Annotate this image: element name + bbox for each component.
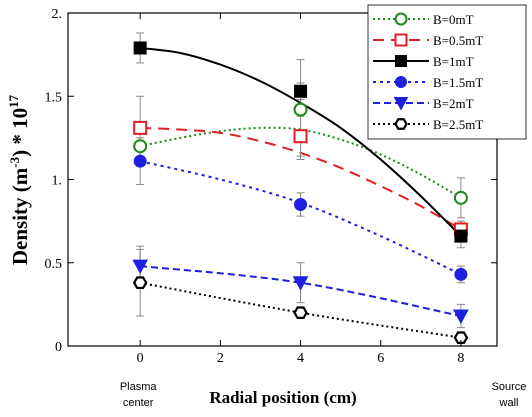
legend-marker: [394, 118, 408, 130]
y-tick-label: 1.5: [45, 90, 63, 105]
data-point-B=2.5mT: [293, 306, 308, 319]
x-annotations: Plasma center Source wall: [120, 381, 527, 409]
x-tick-label: 6: [377, 351, 384, 366]
legend-marker: [395, 76, 407, 88]
y-tick-label: 0: [55, 340, 62, 355]
y-tick-label: 1.: [52, 174, 63, 189]
legend-marker: [395, 55, 407, 67]
legend-label: B=2.5mT: [433, 117, 483, 132]
data-point-B=0mT: [293, 102, 308, 117]
y-tick-label: 2.: [52, 7, 63, 22]
x-annotation-label: center: [123, 397, 154, 409]
data-point-B=1mT: [133, 41, 147, 55]
x-tick-label: 4: [297, 351, 304, 366]
data-point-B=0mT: [453, 190, 468, 205]
y-axis-title-main: Density (m: [8, 167, 32, 265]
data-point-B=1.5mT: [454, 267, 468, 281]
x-annotation-label: wall: [499, 397, 519, 409]
data-point-B=2.5mT: [453, 331, 469, 344]
y-tick-label: 0.5: [45, 257, 63, 272]
legend-marker: [394, 12, 408, 26]
x-axis-title: Radial position (cm): [209, 388, 356, 407]
data-point-B=1.5mT: [294, 197, 308, 211]
plot-area: [132, 32, 469, 344]
data-point-B=1mT: [294, 84, 308, 98]
data-point-B=0.5mT: [293, 129, 308, 144]
legend-label: B=1mT: [433, 54, 474, 69]
data-point-B=0.5mT: [133, 120, 148, 135]
fit-line-B=2mT: [140, 265, 462, 318]
x-annotation-label: Source: [492, 381, 527, 393]
y-axis-title-tail: ) * 10: [8, 108, 32, 157]
x-tick-label: 0: [137, 351, 144, 366]
data-point-B=2mT: [292, 276, 309, 291]
data-point-B=0mT: [133, 139, 148, 154]
data-point-B=2mT: [132, 259, 149, 275]
legend-box: [367, 4, 527, 140]
legend: B=0mT B=0.5mT B=1mT B=1.5mT B=2mT B=2.5mT: [367, 4, 527, 140]
x-tick-label: 2: [217, 351, 224, 366]
legend-marker: [393, 97, 409, 111]
data-point-B=2mT: [453, 309, 469, 325]
legend-label: B=1.5mT: [433, 75, 483, 90]
legend-label: B=0mT: [433, 12, 474, 27]
fit-line-B=1.5mT: [139, 160, 462, 276]
legend-label: B=2mT: [433, 96, 474, 111]
data-point-B=1.5mT: [133, 154, 147, 168]
x-tick-label: 8: [457, 351, 464, 366]
y-axis-title-pow: 17: [6, 94, 21, 108]
y-axis-title-exp: -3: [7, 156, 22, 167]
x-annotation-label: Plasma: [120, 381, 158, 393]
legend-label: B=0.5mT: [433, 33, 483, 48]
data-point-B=2.5mT: [132, 276, 148, 290]
y-axis-title: Density (m-3) * 1017: [6, 94, 32, 265]
data-point-B=1mT: [454, 229, 468, 243]
legend-marker: [394, 33, 408, 47]
